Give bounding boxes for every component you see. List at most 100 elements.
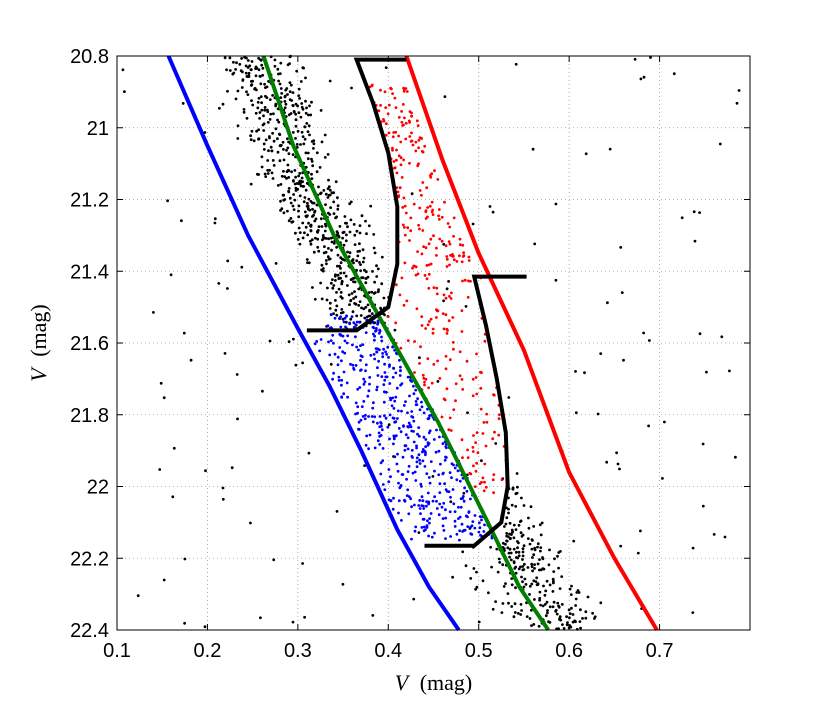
field-star-point xyxy=(553,557,556,561)
field-star-point xyxy=(620,291,624,294)
field-star-point xyxy=(288,81,292,84)
field-star-point xyxy=(240,57,244,60)
red-star-point xyxy=(424,246,428,250)
y-axis-var: V xyxy=(26,366,51,382)
field-star-point xyxy=(328,193,332,197)
field-star-point xyxy=(291,153,295,157)
field-star-point xyxy=(287,219,291,223)
blue-star-point xyxy=(461,530,464,533)
field-star-point xyxy=(584,610,588,614)
field-star-point xyxy=(312,250,316,254)
red-star-point xyxy=(426,357,430,361)
blue-star-point xyxy=(432,438,436,441)
y-axis-title: V (mag) xyxy=(26,304,51,381)
red-star-point xyxy=(448,225,452,229)
field-star-point xyxy=(274,262,278,265)
red-star-point xyxy=(466,456,470,459)
field-star-point xyxy=(327,237,331,241)
blue-star-point xyxy=(412,392,416,396)
blue-star-point xyxy=(427,476,431,479)
field-star-point xyxy=(264,175,268,179)
blue-star-point xyxy=(422,529,426,533)
field-star-point xyxy=(341,582,345,586)
field-star-point xyxy=(487,591,490,595)
field-star-point xyxy=(203,131,207,134)
red-star-point xyxy=(437,217,441,221)
field-star-point xyxy=(548,548,551,552)
x-axis-title: V (mag) xyxy=(395,670,472,695)
red-star-point xyxy=(454,399,457,403)
blue-star-point xyxy=(427,501,431,505)
blue-star-point xyxy=(362,382,366,386)
green-ridge-line xyxy=(261,55,550,632)
field-star-point xyxy=(307,221,310,225)
field-star-point xyxy=(311,286,314,289)
red-star-point xyxy=(420,252,424,256)
field-star-point xyxy=(305,258,309,261)
red-star-point xyxy=(426,206,429,209)
field-star-point xyxy=(566,621,569,624)
field-star-point xyxy=(510,605,514,608)
field-star-point xyxy=(358,242,361,246)
field-star-point xyxy=(267,80,270,83)
field-star-point xyxy=(256,172,259,176)
blue-star-point xyxy=(332,341,335,345)
field-star-point xyxy=(276,184,280,187)
field-star-point xyxy=(250,60,254,63)
field-star-point xyxy=(246,75,250,78)
blue-star-point xyxy=(420,495,424,499)
blue-star-point xyxy=(342,370,346,374)
field-star-point xyxy=(271,94,274,97)
field-star-point xyxy=(568,587,572,591)
blue-star-point xyxy=(340,359,343,363)
field-star-point xyxy=(259,74,262,78)
blue-star-point xyxy=(356,387,360,391)
field-star-point xyxy=(362,256,366,260)
field-star-point xyxy=(509,551,513,555)
red-star-point xyxy=(414,140,418,144)
field-star-point xyxy=(247,71,251,75)
field-star-point xyxy=(303,231,306,235)
field-star-point xyxy=(488,205,492,208)
field-star-point xyxy=(554,278,558,282)
field-star-point xyxy=(319,109,323,112)
field-star-point xyxy=(393,328,397,332)
red-star-point xyxy=(462,251,465,255)
red-star-point xyxy=(397,154,401,158)
field-star-point xyxy=(548,605,552,609)
field-star-point xyxy=(254,74,258,78)
field-star-point xyxy=(537,624,541,628)
field-star-point xyxy=(337,277,341,280)
field-star-point xyxy=(494,600,497,603)
red-star-point xyxy=(437,208,441,211)
field-star-point xyxy=(507,601,510,605)
blue-star-point xyxy=(352,321,356,325)
blue-star-point xyxy=(463,528,467,532)
red-star-point xyxy=(394,283,398,287)
blue-star-point xyxy=(401,455,405,459)
field-star-point xyxy=(324,203,327,207)
blue-star-point xyxy=(396,409,400,413)
field-star-point xyxy=(257,128,260,132)
field-star-point xyxy=(531,556,534,559)
blue-star-point xyxy=(338,333,342,336)
field-star-point xyxy=(283,175,287,179)
blue-star-point xyxy=(389,475,392,479)
field-star-point xyxy=(304,76,307,80)
field-star-point xyxy=(340,308,344,311)
field-star-point xyxy=(221,102,225,106)
field-star-point xyxy=(570,584,573,588)
blue-star-point xyxy=(457,517,460,520)
field-star-point xyxy=(737,89,741,92)
blue-star-point xyxy=(415,444,418,448)
field-star-point xyxy=(570,606,573,610)
blue-star-point xyxy=(377,359,380,363)
blue-star-point xyxy=(451,488,455,491)
blue-star-point xyxy=(329,339,333,342)
red-star-point xyxy=(432,234,435,238)
field-star-point xyxy=(436,380,440,383)
red-star-point xyxy=(386,112,390,116)
field-star-point xyxy=(288,196,292,200)
blue-star-point xyxy=(490,536,494,540)
blue-star-point xyxy=(384,416,388,420)
